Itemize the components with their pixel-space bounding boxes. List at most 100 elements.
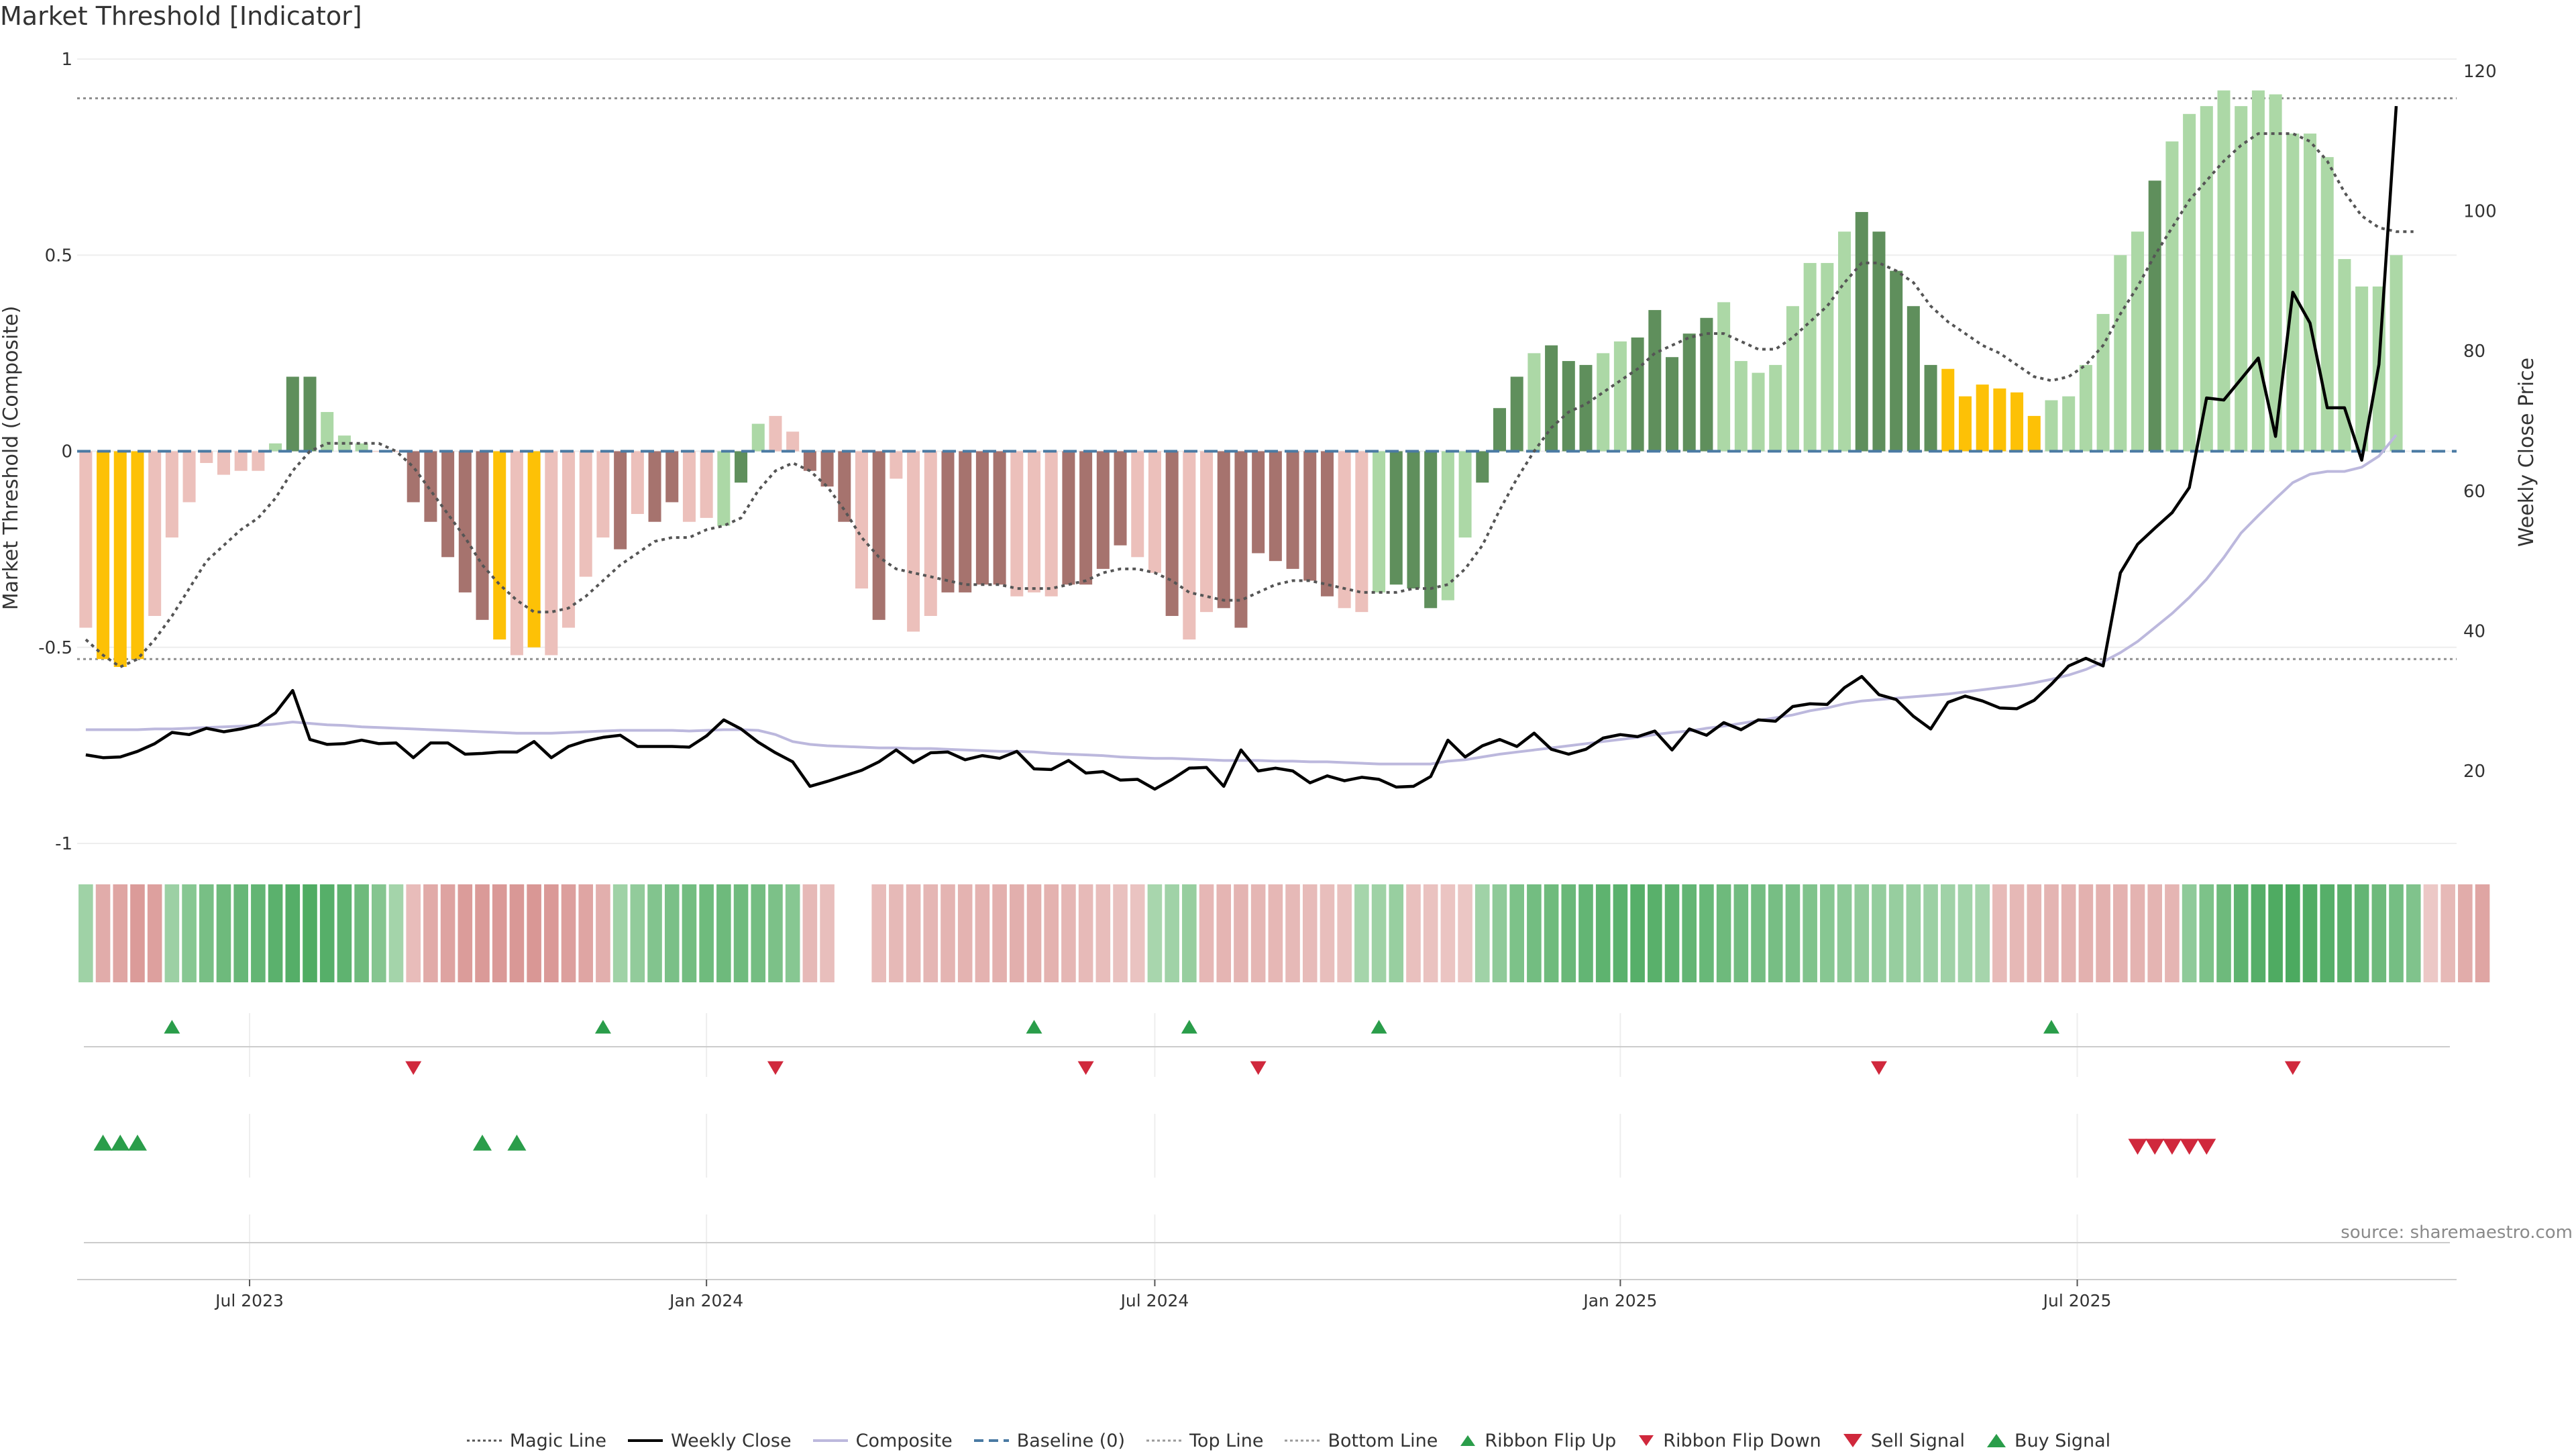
y-axis-title: Market Threshold (Composite) [0,306,23,611]
composite-bar [1148,451,1161,573]
ribbon-cell [1854,884,1870,982]
buy-signal-marker [507,1135,527,1151]
ribbon-cell [527,884,541,982]
ribbon-cell [802,884,818,982]
composite-bar [993,451,1006,585]
ribbon-cell [251,884,266,982]
ribbon-cell [1010,884,1024,982]
composite-bar [1958,396,1972,452]
ribbon-cell [1250,884,1266,982]
ribbon-cell [1440,884,1456,982]
ribbon-cell [303,884,317,982]
legend-item-ribbon-flip-down: Ribbon Flip Down [1636,1431,1821,1451]
composite-bar [596,451,610,538]
ribbon-cell [1095,884,1111,982]
ribbon-cell [1165,884,1179,982]
composite-bar [407,451,420,503]
ribbon-cell [388,884,404,982]
ribbon-cell [1147,884,1163,982]
ribbon-cell [2371,884,2387,982]
composite-bar [1579,364,1593,452]
composite-bar [148,451,162,616]
ribbon-cell [647,884,662,982]
composite-bar [1389,451,1403,585]
ribbon-cell [2044,884,2059,982]
y-tick-label: -0.5 [38,638,72,658]
composite-bar [476,451,489,620]
composite-bar [1355,451,1368,613]
composite-bar [1424,451,1438,609]
composite-bar [1562,361,1575,452]
y-right-tick-label: 60 [2463,482,2485,502]
composite-line [85,434,2398,766]
ribbon-cell [1509,884,1524,982]
y-right-axis-title: Weekly Close Price [2515,358,2538,547]
composite-bar [165,451,178,538]
legend-label: Weekly Close [671,1430,792,1451]
composite-bar [1493,408,1506,452]
ribbon-cell [2440,884,2455,982]
composite-bar [182,451,196,503]
ribbon-flip-down-marker [1870,1061,1887,1075]
legend-label: Sell Signal [1870,1430,1966,1451]
composite-bar [838,451,851,522]
composite-bar [1855,211,1868,452]
ribbon-cell [1130,884,1145,982]
ribbon-cell [492,884,507,982]
composite-bar [234,451,248,471]
ribbon-cell [992,884,1007,982]
composite-bar [1407,451,1420,589]
ribbon-flip-down-marker [767,1061,784,1075]
composite-bar [2390,255,2403,452]
chart-title: Market Threshold [Indicator] [0,1,362,31]
ribbon-cell [733,884,749,982]
y-tick-label: 1 [61,50,72,70]
composite-bar [1941,368,1955,452]
composite-bar [1976,384,1989,452]
ribbon-cell [2165,884,2180,982]
ribbon-cell [682,884,697,982]
composite-bar [1373,451,1386,592]
ribbon-cell [768,884,783,982]
ribbon-cell [2268,884,2283,982]
ribbon-cell [2009,884,2025,982]
composite-bar [2165,141,2179,452]
solid-line-icon [628,1439,663,1442]
composite-bar [493,451,506,640]
ribbon-cell [1975,884,1990,982]
ribbon-cell [1320,884,1335,982]
ribbon-cell [1803,884,1817,982]
composite-bar [1648,310,1662,452]
composite-bar [924,451,937,616]
composite-bar [2131,231,2145,452]
ribbon-cell [561,884,576,982]
composite-bar [2096,313,2110,452]
composite-bar [631,451,644,515]
composite-bar [890,451,903,479]
composite-bar [682,451,696,522]
composite-bar [200,451,213,464]
composite-bar [1010,451,1024,597]
composite-bar [614,451,627,550]
composite-bar [2338,259,2351,452]
composite-bar [820,451,834,487]
ribbon-cell [2078,884,2094,982]
ribbon-cell [1474,884,1490,982]
composite-bar [252,451,265,471]
ribbon-cell [2337,884,2352,982]
legend-label: Ribbon Flip Up [1485,1430,1617,1451]
composite-bar [2148,180,2161,452]
legend-item-baseline: Baseline (0) [973,1431,1125,1451]
solid-line-light-icon [812,1439,848,1442]
ribbon-cell [2233,884,2249,982]
ribbon-cell [130,884,145,982]
ribbon-cell [596,884,610,982]
ribbon-cell [2320,884,2335,982]
ribbon-cell [1371,884,1387,982]
composite-bar [959,451,972,592]
legend-item-sell-signal: Sell Signal [1841,1431,1965,1451]
composite-bar [1510,376,1523,452]
composite-bar [1907,306,1920,452]
composite-bar [1786,306,1799,452]
legend-label: Ribbon Flip Down [1663,1430,1821,1451]
